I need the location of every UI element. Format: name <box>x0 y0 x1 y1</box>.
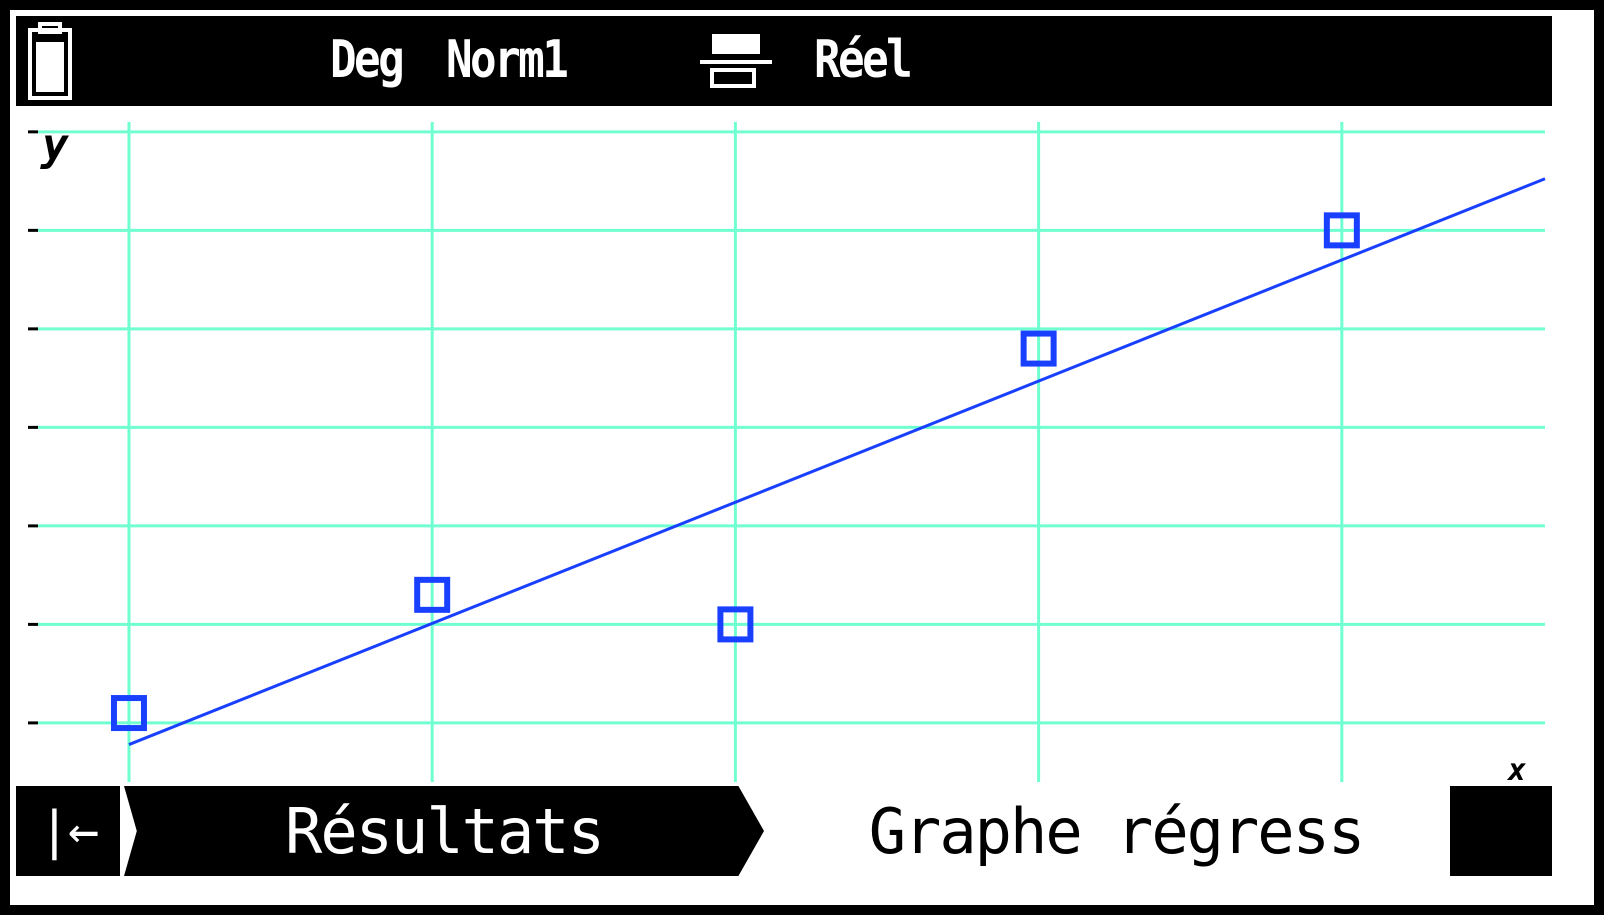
data-point <box>1020 330 1057 367</box>
fraction-format-icon <box>700 34 772 88</box>
x-axis-label: x <box>1506 753 1526 788</box>
bottom-tab-bar: |← Résultats Graphe régress <box>16 786 1552 876</box>
tab-graphe-regress[interactable]: Graphe régress <box>786 786 1446 876</box>
display-mode: Norm1 <box>446 30 569 90</box>
data-point <box>414 576 451 613</box>
tab-resultats[interactable]: Résultats <box>124 786 764 876</box>
complex-mode: Réel <box>814 30 913 90</box>
scroll-button[interactable] <box>1450 786 1552 876</box>
y-axis-label: y <box>40 120 69 171</box>
data-point <box>110 695 147 732</box>
back-to-start-icon: |← <box>38 801 100 861</box>
data-point <box>717 606 754 643</box>
status-bar: Deg Norm1 Réel <box>16 16 1552 106</box>
data-point <box>1323 212 1360 249</box>
back-to-start-button[interactable]: |← <box>16 786 120 876</box>
tab-label: Graphe régress <box>868 794 1366 868</box>
regression-graph: yx <box>28 120 1546 788</box>
angle-mode: Deg <box>330 30 405 90</box>
tab-label: Résultats <box>285 794 605 868</box>
battery-full-icon <box>28 22 72 100</box>
regression-line <box>128 177 1546 746</box>
